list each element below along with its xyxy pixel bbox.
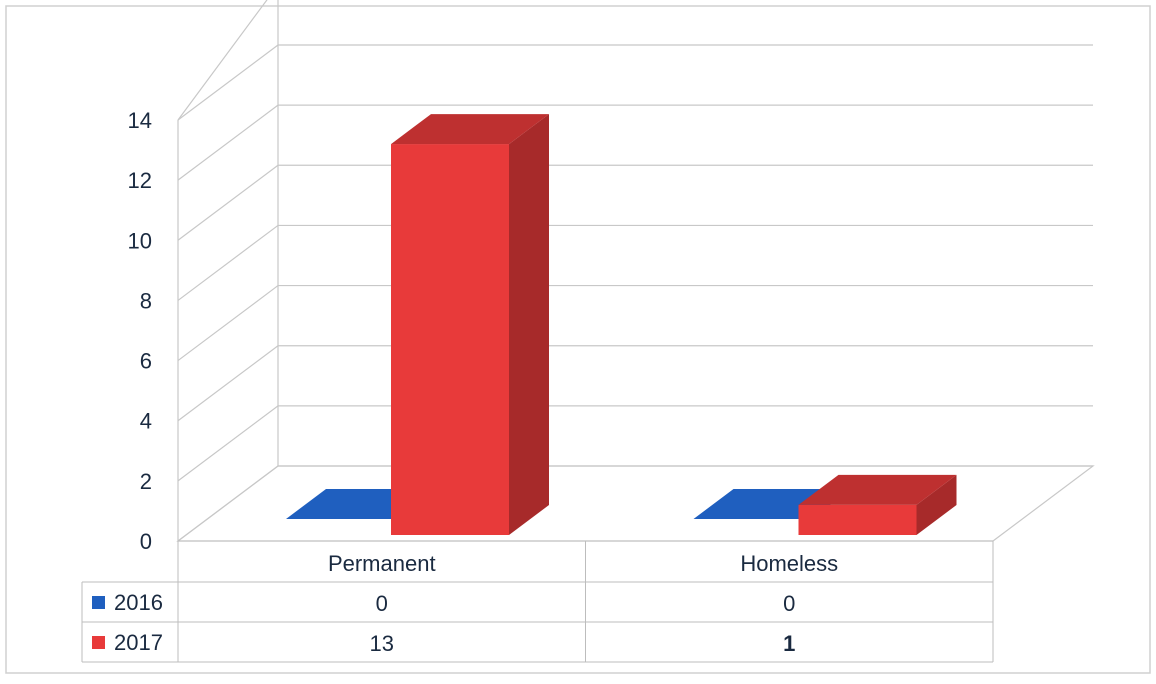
data-label: 13 [370, 631, 394, 656]
side-gridline [177, 405, 279, 482]
bar-top-face [798, 474, 957, 505]
side-gridline [177, 164, 279, 241]
data-table: Permanent Homeless 2016 0 0 2017 13 1 [81, 540, 994, 663]
y-tick-label: 10 [128, 228, 152, 253]
y-tick-label: 8 [140, 288, 152, 313]
bar-side-face [916, 474, 957, 535]
side-gridline [177, 44, 279, 121]
data-label: 1 [783, 631, 795, 656]
side-gridline [177, 345, 279, 422]
y-axis: 0 2 4 6 8 10 12 14 [128, 0, 279, 554]
chart-border [5, 5, 1151, 674]
side-gridline [177, 104, 279, 181]
y-tick-label: 6 [140, 349, 152, 374]
bar-2017-permanent [391, 114, 549, 536]
bar-top-face [391, 114, 549, 145]
y-tick-label: 0 [140, 529, 152, 554]
y-tick-label: 2 [140, 469, 152, 494]
side-top-line [177, 0, 268, 121]
legend-label: 2017 [114, 630, 163, 655]
legend-swatch-2017 [92, 636, 105, 649]
side-gridline [177, 465, 279, 542]
bar-front-face [391, 144, 509, 536]
y-tick-label: 12 [128, 168, 152, 193]
bars [286, 114, 957, 536]
data-label: 0 [783, 591, 795, 616]
side-gridline [177, 224, 279, 301]
legend-label: 2016 [114, 590, 163, 615]
category-label: Permanent [328, 551, 436, 576]
bar-side-face [509, 114, 549, 536]
bar-2017-homeless [798, 474, 957, 535]
category-label: Homeless [740, 551, 838, 576]
data-label: 0 [376, 591, 388, 616]
legend-swatch-2016 [92, 596, 105, 609]
side-gridline [177, 285, 279, 362]
y-tick-label: 4 [140, 409, 152, 434]
y-tick-label: 14 [128, 108, 152, 133]
bar-front-face [798, 504, 917, 535]
